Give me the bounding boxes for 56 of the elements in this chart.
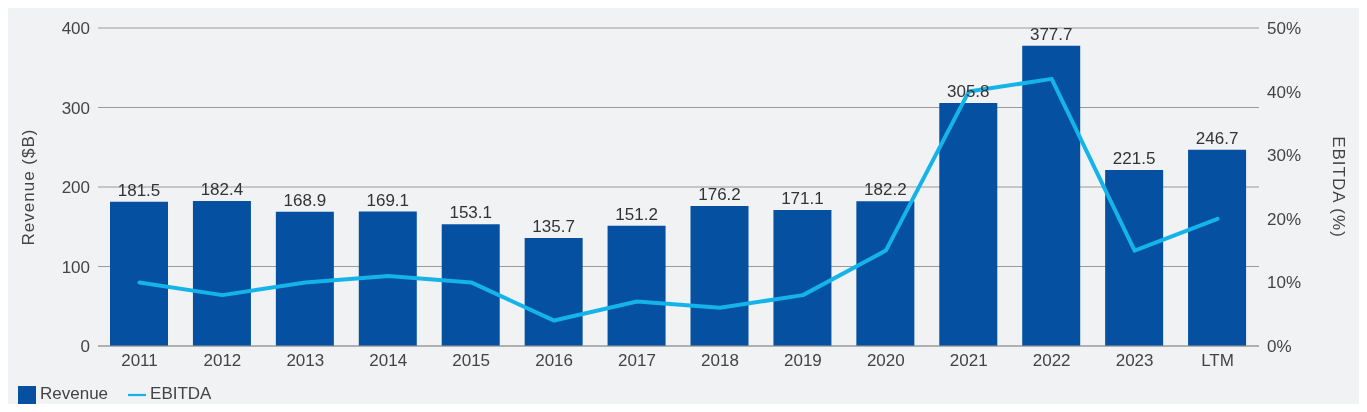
- y2-axis-title: EBITDA (%): [1328, 136, 1348, 238]
- x-tick-label: 2014: [369, 351, 408, 371]
- x-tick-label: 2016: [535, 351, 574, 371]
- x-tick-label: 2023: [1115, 351, 1154, 371]
- bar: [607, 225, 666, 346]
- bar: [856, 201, 915, 346]
- data-label: 377.7: [1029, 24, 1073, 44]
- data-label: 246.7: [1195, 128, 1239, 148]
- x-tick-label: 2018: [701, 351, 739, 371]
- x-tick-label: 2019: [783, 351, 822, 371]
- y-tick-label: 0: [80, 337, 90, 357]
- y2-tick-label: 40%: [1267, 82, 1302, 102]
- data-label: 182.4: [200, 179, 244, 199]
- bar: [358, 211, 417, 346]
- legend-label: Revenue: [40, 384, 109, 403]
- data-label: 168.9: [283, 190, 327, 210]
- data-label: 151.2: [615, 204, 658, 224]
- x-tick-label: 2012: [203, 351, 242, 371]
- bar: [524, 238, 583, 346]
- y2-tick-label: 10%: [1267, 273, 1302, 293]
- data-label: 135.7: [532, 217, 575, 237]
- bar: [773, 209, 832, 346]
- data-label: 181.5: [117, 180, 161, 200]
- bar: [1022, 45, 1081, 346]
- data-label: 176.2: [698, 184, 741, 204]
- y-tick-label: 300: [61, 98, 90, 118]
- bar: [1188, 149, 1247, 346]
- x-tick-label: 2022: [1032, 351, 1071, 371]
- data-label: 182.2: [864, 180, 907, 200]
- data-label: 153.1: [449, 203, 492, 223]
- data-label: 169.1: [366, 190, 410, 210]
- x-tick-label: 2021: [949, 351, 988, 371]
- bar: [441, 224, 500, 346]
- bar: [275, 211, 334, 346]
- bar: [690, 205, 749, 346]
- bar: [939, 102, 998, 346]
- bar: [1105, 169, 1164, 346]
- legend-label: EBITDA: [150, 384, 212, 403]
- y2-tick-label: 50%: [1267, 19, 1302, 39]
- y-tick-label: 200: [61, 178, 90, 198]
- x-tick-label: 2015: [452, 351, 491, 371]
- x-tick-label: 2020: [866, 351, 905, 371]
- y2-tick-label: 20%: [1267, 209, 1302, 229]
- y-axis-title: Revenue ($B): [19, 128, 39, 246]
- bar: [192, 200, 251, 346]
- x-tick-label: LTM: [1201, 351, 1234, 371]
- y-tick-label: 100: [61, 257, 90, 277]
- y-tick-label: 400: [61, 19, 90, 39]
- x-tick-label: 2013: [286, 351, 325, 371]
- bar: [110, 201, 168, 346]
- x-tick-label: 2011: [121, 351, 158, 371]
- y2-tick-label: 0%: [1267, 337, 1292, 357]
- data-label: 171.1: [781, 188, 824, 208]
- x-tick-label: 2017: [618, 351, 656, 371]
- y2-tick-label: 30%: [1267, 146, 1302, 166]
- data-label: 221.5: [1112, 148, 1156, 168]
